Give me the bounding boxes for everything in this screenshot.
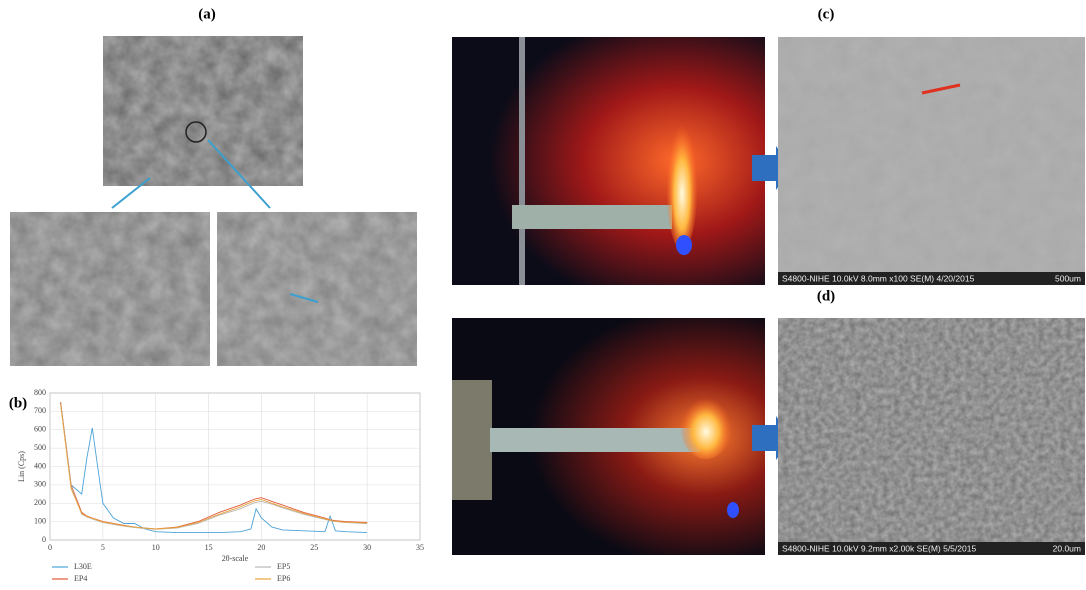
sem-caption: S4800-NIHE 10.0kV 8.0mm x100 SE(M) 4/20/… [782,273,975,283]
y-tick-label: 0 [42,535,46,544]
x-tick-label: 15 [205,543,213,552]
burner [676,235,692,255]
x-tick-label: 25 [310,543,318,552]
figure-canvas: (a) (b) 0 100 200 300 400 500 600 700 800 0 5 10 15 2… [0,0,1086,590]
y-tick-label: 400 [34,461,46,470]
specimen [512,205,672,229]
y-tick-label: 700 [34,406,46,415]
x-tick-label: 10 [152,543,160,552]
y-tick-label: 300 [34,480,46,489]
x-tick-label: 30 [363,543,371,552]
figure: (a) (b) 0 100 200 300 400 500 600 700 800 0 5 10 15 2… [0,0,1086,590]
x-tick-label: 35 [416,543,424,552]
flame [680,391,732,459]
sem-caption: S4800-NIHE 10.0kV 9.2mm x2.00k SE(M) 5/5… [782,543,976,553]
legend-label: EP5 [277,562,290,571]
sem-texture [103,36,303,186]
y-tick-label: 500 [34,443,46,452]
y-tick-label: 200 [34,498,46,507]
scale-bar: 500um [1055,273,1081,283]
x-axis-label: 2θ-scale [222,554,249,563]
sem-texture [778,37,1085,285]
x-tick-label: 0 [48,543,52,552]
flame [666,110,698,250]
burner [727,502,739,518]
sem-texture [217,212,417,366]
sem-texture [10,212,210,366]
sem-texture [778,318,1085,555]
panel-label: (c) [818,6,835,22]
panel-label: (d) [817,288,835,304]
panel-label: (b) [9,395,27,411]
x-tick-label: 5 [101,543,105,552]
y-tick-label: 100 [34,516,46,525]
legend-label: L30E [74,562,92,571]
specimen [490,428,700,452]
xrd-chart: 0 100 200 300 400 500 600 700 800 0 5 10 15 20 25 30 35 2… [17,388,424,583]
y-tick-label: 800 [34,388,46,397]
x-tick-label: 20 [257,543,265,552]
rod [519,37,525,285]
legend-label: EP6 [277,574,290,583]
y-axis-label: Lin (Cps) [17,451,26,482]
clamp [452,380,492,500]
panel-label: (a) [198,6,216,22]
y-tick-label: 600 [34,425,46,434]
scale-bar: 20.0um [1053,543,1081,553]
legend-label: EP4 [74,574,87,583]
photo [452,37,765,285]
